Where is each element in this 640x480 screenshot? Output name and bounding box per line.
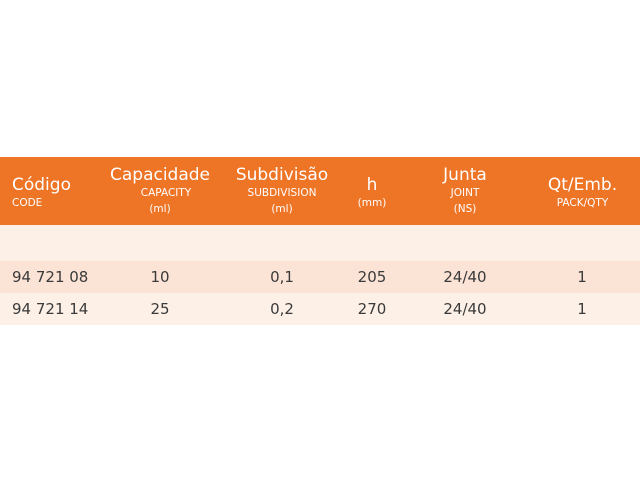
cell-capacidade: 25 bbox=[150, 300, 170, 318]
header-junta-label: Junta bbox=[443, 165, 487, 185]
header-h: h (mm) bbox=[342, 157, 402, 225]
header-h-unit: (mm) bbox=[357, 197, 387, 209]
header-spacer-band bbox=[0, 225, 640, 261]
cell-junta: 24/40 bbox=[443, 300, 487, 318]
cell-junta: 24/40 bbox=[443, 268, 487, 286]
cell-capacidade: 10 bbox=[150, 268, 170, 286]
header-subdivisao-label: Subdivisão bbox=[235, 165, 329, 185]
cell-h: 205 bbox=[357, 268, 387, 286]
header-subdivisao-unit: (ml) bbox=[271, 203, 293, 215]
cell-subdivisao: 0,1 bbox=[270, 268, 294, 286]
cell-subdivisao: 0,2 bbox=[270, 300, 294, 318]
header-qt-emb: Qt/Emb. PACK/QTY bbox=[535, 157, 630, 225]
header-codigo-label: Código bbox=[12, 175, 71, 195]
cell-h: 270 bbox=[357, 300, 387, 318]
table-header: Código CODE Capacidade CAPACITY (ml) Sub… bbox=[0, 157, 640, 225]
header-qt-emb-label: Qt/Emb. bbox=[547, 175, 618, 195]
header-subdivisao: Subdivisão SUBDIVISION (ml) bbox=[222, 157, 342, 225]
cell-qt-emb: 1 bbox=[577, 268, 587, 286]
header-junta-sublabel: JOINT bbox=[450, 187, 480, 199]
header-junta-unit: (NS) bbox=[453, 203, 477, 215]
cell-qt-emb: 1 bbox=[577, 300, 587, 318]
cell-codigo: 94 721 08 bbox=[12, 268, 89, 286]
header-codigo-sublabel: CODE bbox=[12, 197, 43, 209]
header-h-label: h bbox=[366, 175, 378, 195]
table-row: 94 721 14 25 0,2 270 24/40 1 bbox=[0, 293, 640, 325]
cell-codigo: 94 721 14 bbox=[12, 300, 89, 318]
header-capacidade-label: Capacidade bbox=[109, 165, 211, 185]
header-capacidade-unit: (ml) bbox=[149, 203, 171, 215]
header-capacidade: Capacidade CAPACITY (ml) bbox=[100, 157, 220, 225]
product-spec-table: Código CODE Capacidade CAPACITY (ml) Sub… bbox=[0, 157, 640, 325]
header-junta: Junta JOINT (NS) bbox=[420, 157, 510, 225]
header-subdivisao-sublabel: SUBDIVISION bbox=[247, 187, 317, 199]
table-row: 94 721 08 10 0,1 205 24/40 1 bbox=[0, 261, 640, 293]
header-codigo: Código CODE bbox=[12, 157, 102, 225]
header-qt-emb-sublabel: PACK/QTY bbox=[556, 197, 609, 209]
header-capacidade-sublabel: CAPACITY bbox=[140, 187, 192, 199]
